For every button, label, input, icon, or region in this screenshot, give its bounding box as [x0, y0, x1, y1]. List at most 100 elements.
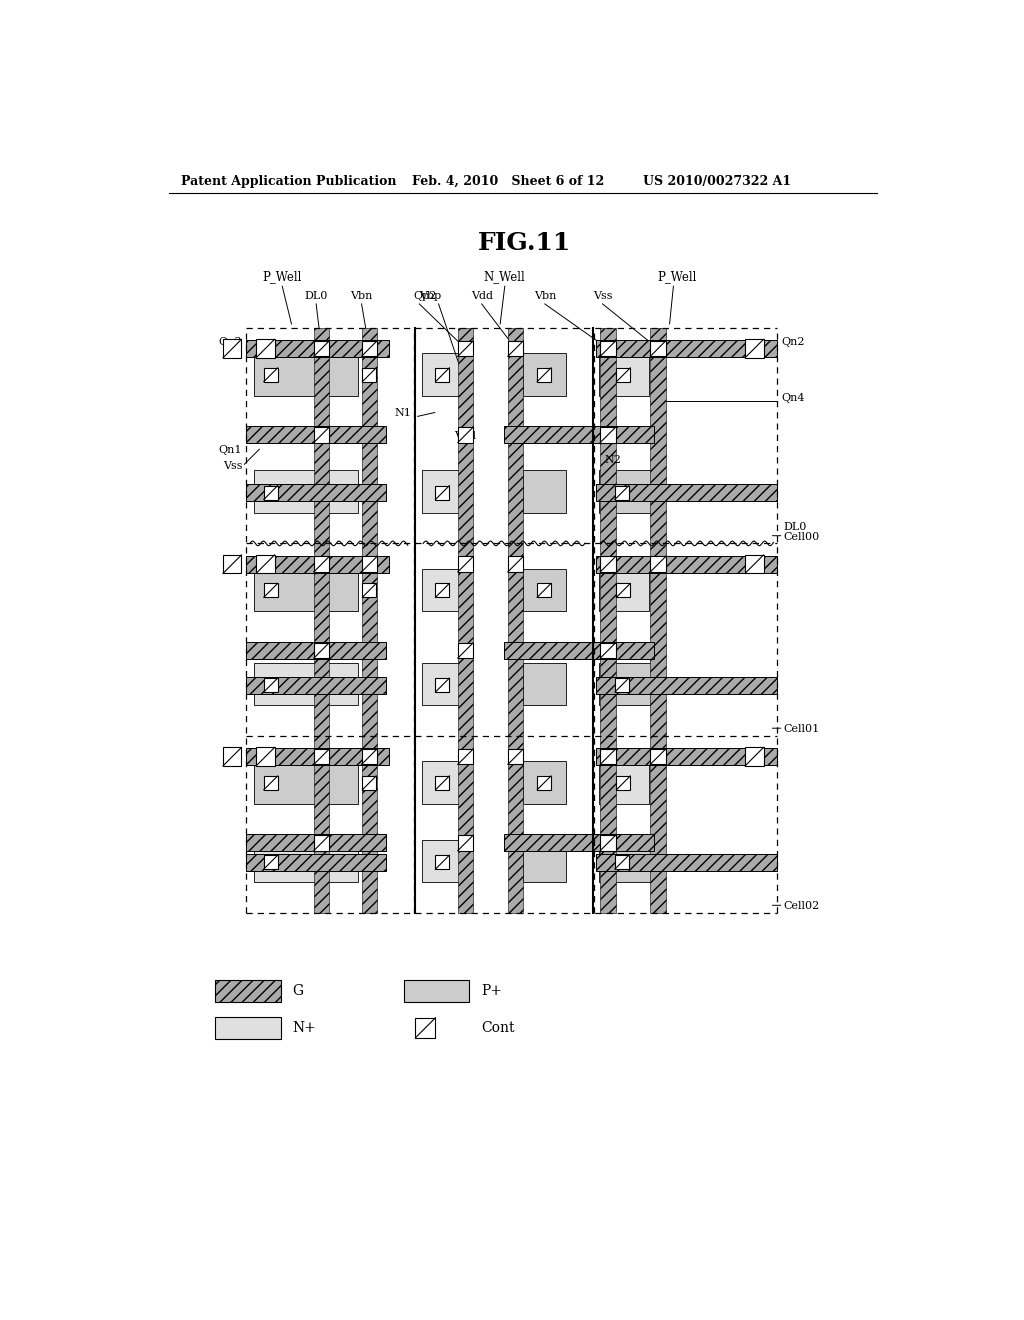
Bar [264, 486, 278, 499]
Bar [361, 341, 377, 356]
Bar [596, 556, 777, 573]
Text: Vdd: Vdd [471, 290, 493, 301]
Bar [650, 327, 666, 913]
Bar [523, 840, 565, 882]
Text: Qn1: Qn1 [219, 445, 243, 455]
Bar [361, 557, 377, 572]
Bar [256, 339, 274, 358]
Bar [745, 554, 764, 573]
Bar [361, 327, 377, 913]
Bar [254, 840, 358, 882]
Bar [596, 341, 777, 358]
Bar [504, 834, 654, 851]
Bar [361, 748, 377, 764]
Bar [362, 583, 376, 598]
Bar [458, 428, 473, 442]
Bar [313, 428, 330, 442]
Bar [458, 327, 473, 913]
Bar [614, 855, 629, 869]
Bar [523, 569, 565, 611]
Text: N2: N2 [605, 454, 622, 465]
Bar [223, 747, 242, 766]
Text: Cont: Cont [481, 1020, 514, 1035]
Bar [246, 556, 388, 573]
Bar [422, 840, 464, 882]
Bar [596, 677, 777, 693]
Bar [458, 643, 473, 659]
Bar [614, 678, 629, 692]
Bar [416, 1018, 435, 1038]
Bar [246, 426, 386, 444]
Bar [313, 836, 330, 850]
Bar [264, 678, 278, 692]
Bar [599, 470, 665, 512]
Bar [596, 484, 777, 502]
Bar [254, 762, 358, 804]
Bar [313, 341, 330, 356]
Bar [215, 979, 281, 1002]
Bar [650, 557, 666, 572]
Text: P+: P+ [481, 983, 502, 998]
Bar [435, 583, 450, 598]
Bar [264, 368, 278, 381]
Bar [616, 583, 631, 598]
Bar [599, 840, 665, 882]
Text: Feb. 4, 2010   Sheet 6 of 12: Feb. 4, 2010 Sheet 6 of 12 [412, 176, 604, 187]
Bar [538, 583, 551, 598]
Text: DL0: DL0 [304, 290, 328, 301]
Bar [599, 663, 665, 705]
Text: Qp1: Qp1 [517, 432, 541, 441]
Bar [599, 354, 649, 396]
Bar [600, 836, 615, 850]
Bar [435, 855, 450, 869]
Bar [599, 762, 649, 804]
Bar [246, 484, 386, 502]
Text: Patent Application Publication: Patent Application Publication [180, 176, 396, 187]
Bar [600, 748, 615, 764]
Bar [246, 854, 386, 871]
Bar [596, 748, 777, 766]
Bar [538, 776, 551, 789]
Text: N_Well: N_Well [484, 271, 525, 282]
Text: Cell02: Cell02 [783, 902, 820, 911]
Bar [616, 368, 631, 381]
Text: Qn4: Qn4 [781, 393, 805, 403]
Bar [422, 762, 464, 804]
Bar [264, 855, 278, 869]
Text: N+: N+ [292, 1020, 316, 1035]
Bar [600, 341, 615, 356]
Bar [422, 470, 464, 512]
Bar [254, 663, 358, 705]
Bar [246, 341, 388, 358]
Bar [600, 643, 615, 659]
Bar [435, 776, 450, 789]
Text: DL0: DL0 [783, 521, 807, 532]
Text: US 2010/0027322 A1: US 2010/0027322 A1 [643, 176, 791, 187]
Text: Qn2: Qn2 [781, 337, 805, 347]
Text: FIG.11: FIG.11 [478, 231, 571, 255]
Bar [600, 428, 615, 442]
Bar [362, 368, 376, 381]
Text: Qn3: Qn3 [219, 337, 243, 347]
Text: P_Well: P_Well [657, 271, 697, 282]
Text: Vbn: Vbn [534, 290, 556, 301]
Bar [313, 557, 330, 572]
Bar [508, 748, 523, 764]
Bar [458, 748, 473, 764]
Bar [523, 762, 565, 804]
Text: Qp2: Qp2 [414, 290, 437, 301]
Bar [538, 368, 551, 381]
Bar [650, 341, 666, 356]
Bar [403, 979, 469, 1002]
Text: Vss: Vss [593, 290, 612, 301]
Bar [422, 354, 464, 396]
Bar [215, 1016, 281, 1039]
Bar [745, 747, 764, 766]
Bar [508, 341, 523, 356]
Bar [504, 642, 654, 659]
Bar [223, 339, 242, 358]
Bar [246, 677, 386, 693]
Text: Vbp: Vbp [419, 290, 441, 301]
Bar [246, 642, 386, 659]
Text: Vdd: Vdd [454, 432, 476, 441]
